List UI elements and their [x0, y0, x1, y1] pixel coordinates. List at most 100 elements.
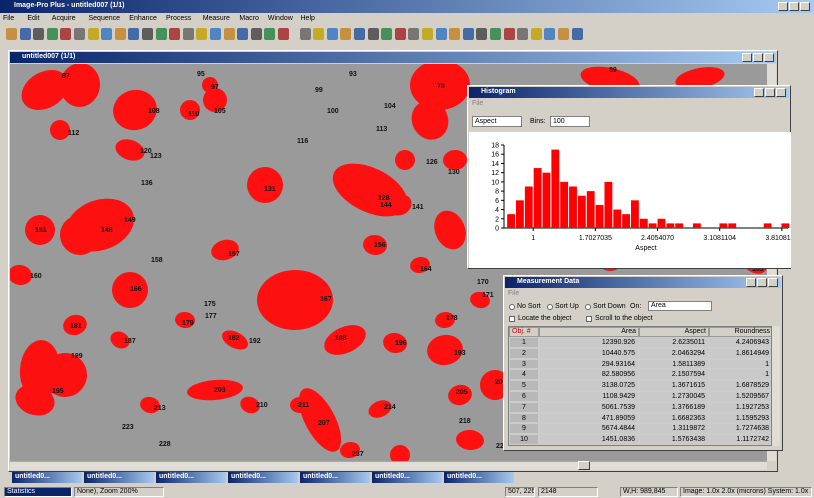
- toolbar-button[interactable]: [490, 28, 501, 40]
- toolbar-button[interactable]: [251, 28, 262, 40]
- toolbar-button[interactable]: [101, 28, 112, 40]
- y-tick-label: 10: [491, 179, 499, 186]
- toolbar-button[interactable]: [340, 28, 351, 40]
- toolbar-button[interactable]: [33, 28, 44, 40]
- toolbar-button[interactable]: [47, 28, 58, 40]
- toolbar-button[interactable]: [237, 28, 248, 40]
- toolbar-button[interactable]: [169, 28, 180, 40]
- toolbar-button[interactable]: [436, 28, 447, 40]
- toolbar-button[interactable]: [449, 28, 460, 40]
- checkbox-label[interactable]: Scroll to the object: [595, 315, 653, 322]
- minimized-window[interactable]: untitled0...: [12, 472, 82, 483]
- radio-label[interactable]: Sort Up: [555, 303, 579, 310]
- window-control[interactable]: [765, 88, 775, 97]
- on-select[interactable]: Area: [648, 301, 712, 311]
- menu-item[interactable]: Measure: [203, 15, 230, 25]
- checkbox-label[interactable]: Locate the object: [518, 315, 571, 322]
- toolbar-button[interactable]: [300, 28, 311, 40]
- menu-item[interactable]: Edit: [27, 15, 39, 25]
- toolbar-button[interactable]: [278, 28, 289, 40]
- window-control[interactable]: [754, 88, 764, 97]
- toolbar-button[interactable]: [196, 28, 207, 40]
- window-control[interactable]: [776, 88, 786, 97]
- toolbar-button[interactable]: [558, 28, 569, 40]
- toolbar-button[interactable]: [20, 28, 31, 40]
- particle: [246, 166, 284, 204]
- window-control[interactable]: [800, 2, 810, 11]
- toolbar-button[interactable]: [6, 28, 17, 40]
- toolbar-button[interactable]: [381, 28, 392, 40]
- toolbar-button[interactable]: [572, 28, 583, 40]
- window-control[interactable]: [778, 2, 788, 11]
- minimized-window[interactable]: untitled0...: [84, 472, 154, 483]
- measure-select[interactable]: Aspect: [472, 116, 522, 127]
- menu-item[interactable]: File: [472, 100, 483, 107]
- toolbar-button[interactable]: [264, 28, 275, 40]
- table-cell: 1.2730045: [639, 391, 709, 402]
- checkbox[interactable]: [586, 316, 592, 322]
- on-label: On:: [630, 303, 641, 310]
- histogram-bar: [578, 196, 586, 228]
- histogram-bar: [658, 219, 666, 228]
- bins-input[interactable]: 100: [550, 116, 590, 127]
- scroll-thumb[interactable]: [578, 461, 590, 470]
- table-cell: 1.3671615: [639, 380, 709, 391]
- menu-item[interactable]: File: [3, 15, 14, 25]
- toolbar-button[interactable]: [368, 28, 379, 40]
- toolbar-button[interactable]: [60, 28, 71, 40]
- object-label: 108: [148, 108, 160, 115]
- toolbar-button[interactable]: [156, 28, 167, 40]
- particle: [386, 441, 413, 461]
- menu-item[interactable]: Process: [166, 15, 191, 25]
- menu-item[interactable]: Macro: [239, 15, 258, 25]
- toolbar-button[interactable]: [128, 28, 139, 40]
- minimized-window[interactable]: untitled0...: [444, 472, 514, 483]
- minimized-window[interactable]: untitled0...: [372, 472, 442, 483]
- toolbar-button[interactable]: [115, 28, 126, 40]
- minimized-window[interactable]: untitled0...: [300, 472, 370, 483]
- menu-item[interactable]: File: [508, 290, 519, 297]
- window-control[interactable]: [757, 278, 767, 287]
- toolbar-button[interactable]: [313, 28, 324, 40]
- radio-label[interactable]: Sort Down: [593, 303, 626, 310]
- table-cell: 1: [709, 359, 772, 370]
- toolbar-button[interactable]: [74, 28, 85, 40]
- toolbar-button[interactable]: [408, 28, 419, 40]
- toolbar-button[interactable]: [476, 28, 487, 40]
- toolbar-button[interactable]: [395, 28, 406, 40]
- window-control[interactable]: [768, 278, 778, 287]
- window-control[interactable]: [742, 53, 752, 62]
- object-label: 95: [197, 71, 205, 78]
- toolbar-button[interactable]: [422, 28, 433, 40]
- toolbar-button[interactable]: [544, 28, 555, 40]
- radio-button[interactable]: [509, 304, 515, 310]
- object-label: 87: [62, 73, 70, 80]
- window-control[interactable]: [746, 278, 756, 287]
- toolbar-button[interactable]: [531, 28, 542, 40]
- minimized-window[interactable]: untitled0...: [228, 472, 298, 483]
- window-control[interactable]: [764, 53, 774, 62]
- menu-item[interactable]: Enhance: [129, 15, 157, 25]
- toolbar-button[interactable]: [183, 28, 194, 40]
- radio-label[interactable]: No Sort: [517, 303, 541, 310]
- toolbar-button[interactable]: [224, 28, 235, 40]
- toolbar-button[interactable]: [463, 28, 474, 40]
- toolbar-button[interactable]: [210, 28, 221, 40]
- menu-item[interactable]: Help: [301, 15, 315, 25]
- window-control[interactable]: [789, 2, 799, 11]
- toolbar-button[interactable]: [354, 28, 365, 40]
- toolbar-button[interactable]: [504, 28, 515, 40]
- toolbar-button[interactable]: [327, 28, 338, 40]
- checkbox[interactable]: [509, 316, 515, 322]
- y-tick-label: 18: [491, 143, 499, 150]
- menu-item[interactable]: Window: [268, 15, 293, 25]
- toolbar-button[interactable]: [142, 28, 153, 40]
- window-control[interactable]: [753, 53, 763, 62]
- menu-item[interactable]: Acquire: [52, 15, 76, 25]
- minimized-window[interactable]: untitled0...: [156, 472, 226, 483]
- toolbar-button[interactable]: [517, 28, 528, 40]
- toolbar-button[interactable]: [88, 28, 99, 40]
- radio-button[interactable]: [547, 304, 553, 310]
- menu-item[interactable]: Sequence: [89, 15, 121, 25]
- radio-button[interactable]: [585, 304, 591, 310]
